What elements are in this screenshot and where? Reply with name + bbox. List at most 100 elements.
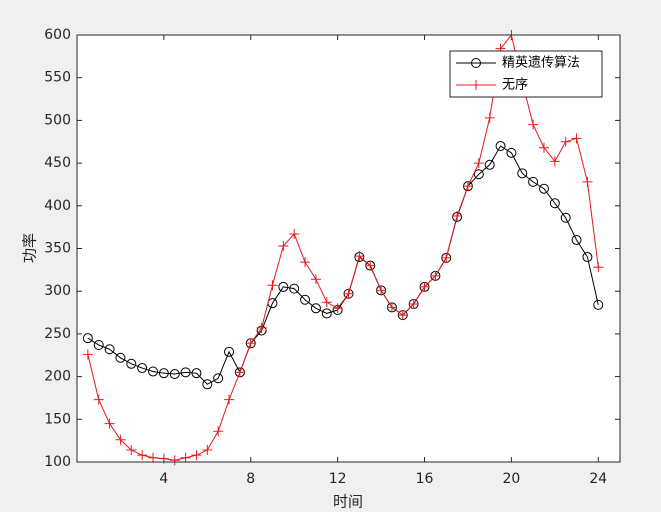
x-tick-label: 12: [329, 471, 347, 487]
data-point: [408, 299, 419, 310]
data-point: [560, 212, 571, 223]
data-point: [452, 211, 463, 222]
data-point: [104, 344, 115, 355]
data-point: [571, 133, 582, 144]
data-point: [495, 141, 506, 152]
data-point: [115, 352, 126, 363]
data-point: [300, 294, 311, 305]
legend-marker: [471, 80, 481, 90]
data-point: [473, 158, 484, 169]
data-point: [321, 308, 332, 319]
data-point: [93, 394, 104, 405]
data-point: [310, 274, 321, 285]
data-point: [506, 147, 517, 158]
data-point: [430, 270, 441, 281]
data-point: [538, 183, 549, 194]
y-tick-label: 600: [44, 27, 71, 43]
axes-box: [76, 34, 621, 463]
data-point: [158, 368, 169, 379]
legend-marker: [471, 58, 481, 68]
data-point: [528, 176, 539, 187]
data-point: [82, 349, 93, 360]
data-point: [484, 159, 495, 170]
data-point: [104, 418, 115, 429]
x-tick-label: 20: [502, 471, 520, 487]
data-point: [148, 452, 159, 463]
data-point: [462, 181, 473, 192]
data-point: [441, 252, 452, 263]
data-point: [126, 358, 137, 369]
data-point: [180, 452, 191, 463]
data-point: [343, 288, 354, 299]
data-point: [386, 302, 397, 313]
data-point: [365, 260, 376, 271]
data-point: [126, 445, 137, 456]
data-point: [213, 373, 224, 384]
data-point: [484, 112, 495, 123]
data-point: [137, 363, 148, 374]
x-tick-label: 4: [159, 471, 168, 487]
y-tick-label: 450: [44, 155, 71, 171]
data-point: [528, 119, 539, 130]
data-point: [549, 156, 560, 167]
data-point: [191, 368, 202, 379]
data-point: [115, 434, 126, 445]
data-point: [332, 303, 343, 314]
x-tick-label: 16: [416, 471, 434, 487]
data-point: [593, 262, 604, 273]
data-point: [256, 322, 267, 333]
data-point: [289, 228, 300, 239]
data-point: [582, 176, 593, 187]
data-point: [289, 283, 300, 294]
data-point: [82, 333, 93, 344]
x-tick-label: 8: [246, 471, 255, 487]
data-point: [593, 299, 604, 310]
data-point: [213, 426, 224, 437]
legend-text: 精英遗传算法: [502, 56, 580, 71]
data-point: [180, 367, 191, 378]
x-tick-label: 24: [589, 471, 607, 487]
y-tick-label: 150: [44, 411, 71, 427]
data-point: [224, 394, 235, 405]
y-tick-label: 500: [44, 112, 71, 128]
data-point: [169, 455, 180, 466]
data-point: [538, 142, 549, 153]
data-point: [300, 257, 311, 268]
data-point: [321, 297, 332, 308]
data-point: [148, 366, 159, 377]
y-tick-label: 300: [44, 283, 71, 299]
data-point: [582, 252, 593, 263]
data-point: [224, 346, 235, 357]
data-point: [473, 169, 484, 180]
y-tick-label: 350: [44, 241, 71, 257]
data-point: [397, 310, 408, 321]
x-axis-label: 时间: [333, 493, 363, 511]
data-point: [354, 251, 365, 262]
legend-text: 无序: [502, 78, 528, 93]
data-point: [202, 379, 213, 390]
data-point: [169, 369, 180, 380]
y-axis-label: 功率: [21, 233, 39, 263]
data-point: [191, 450, 202, 461]
y-tick-label: 400: [44, 198, 71, 214]
y-tick-label: 100: [44, 454, 71, 470]
data-point: [202, 445, 213, 456]
plot-area: [77, 35, 620, 462]
y-tick-label: 550: [44, 70, 71, 86]
data-point: [93, 340, 104, 351]
data-point: [278, 240, 289, 251]
data-point: [245, 338, 256, 349]
data-point: [376, 285, 387, 296]
y-tick-label: 200: [44, 369, 71, 385]
data-point: [278, 281, 289, 292]
data-point: [267, 280, 278, 291]
data-point: [419, 281, 430, 292]
y-tick-label: 250: [44, 326, 71, 342]
data-point: [560, 136, 571, 147]
data-point: [137, 450, 148, 461]
data-point: [310, 303, 321, 314]
data-point: [234, 367, 245, 378]
data-point: [517, 168, 528, 179]
